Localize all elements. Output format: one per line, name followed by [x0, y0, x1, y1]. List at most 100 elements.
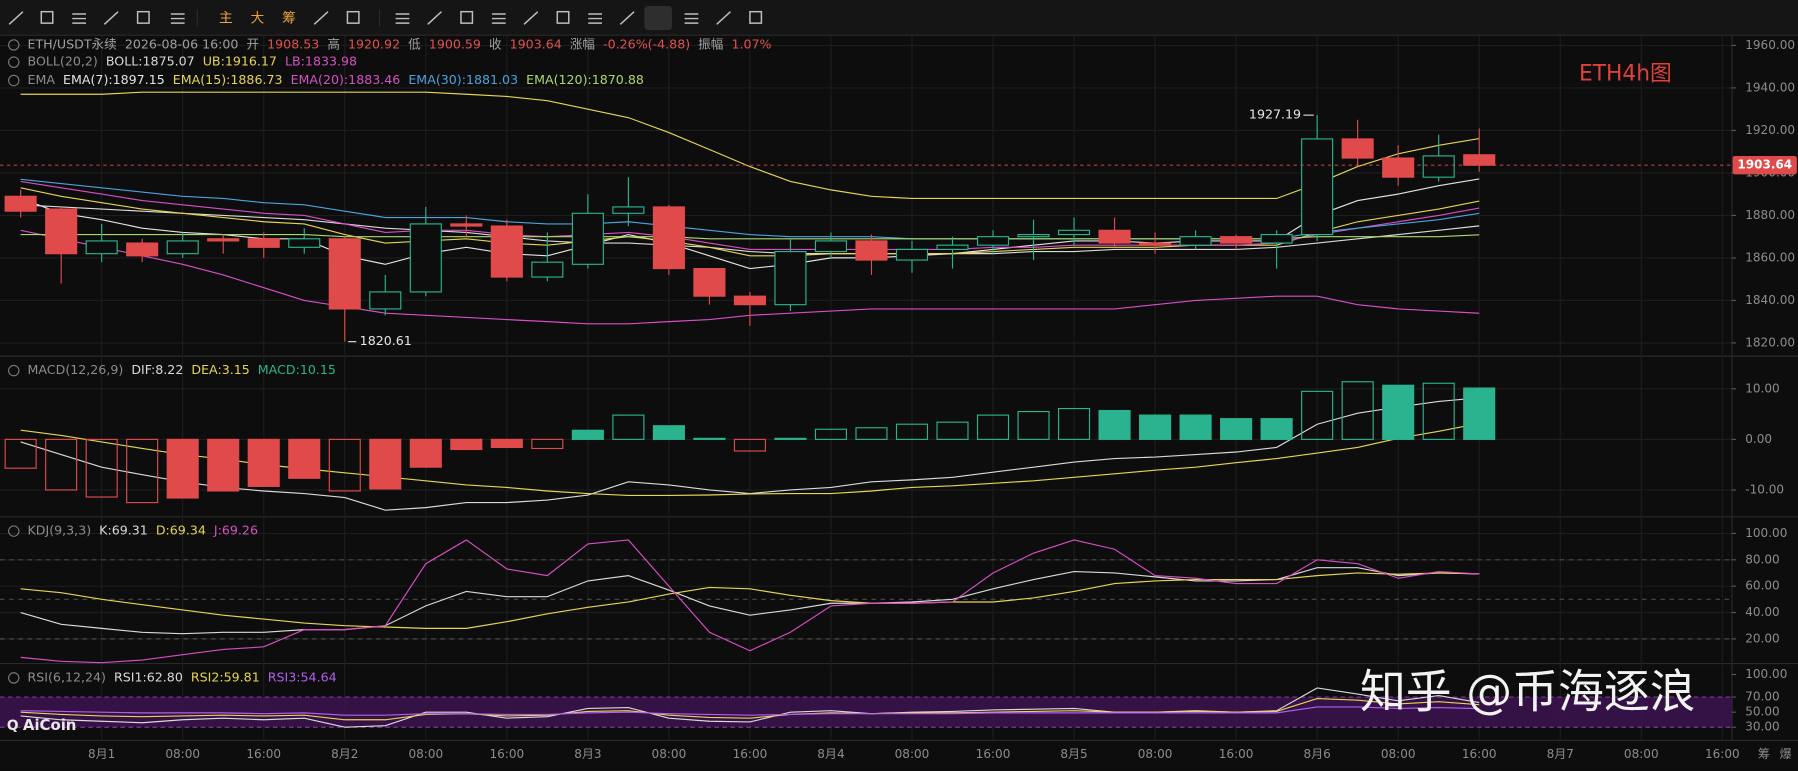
y-tick-label: 100.00 — [1745, 667, 1787, 681]
tool-icon[interactable] — [313, 11, 329, 25]
tool-icon[interactable] — [556, 10, 570, 24]
legend-item: RSI3:54.64 — [268, 669, 337, 684]
macd-bar — [1179, 414, 1212, 440]
x-tick-label: 8月7 — [1547, 747, 1574, 761]
candle-body — [1463, 154, 1496, 166]
candle-body — [166, 240, 199, 255]
legend-icon[interactable] — [8, 525, 20, 537]
tool-icon[interactable] — [684, 13, 699, 24]
legend-item: 1920.92 — [348, 36, 400, 51]
y-tick-label: -10.00 — [1745, 482, 1784, 496]
macd-bar — [1301, 390, 1334, 440]
macd-bar — [1463, 387, 1496, 440]
candle-body — [328, 238, 361, 310]
legend-item: RSI2:59.81 — [191, 669, 260, 684]
x-tick-label: 16:00 — [489, 747, 524, 761]
candle-body — [1057, 229, 1091, 236]
macd-bar — [612, 414, 645, 440]
legend-item: EMA(7):1897.15 — [63, 72, 165, 87]
footer-label[interactable]: 筹 — [1758, 747, 1770, 761]
candle-body — [450, 223, 483, 227]
y-tick-label: 1920.00 — [1745, 123, 1795, 137]
macd-bar — [45, 438, 78, 491]
macd-bar — [4, 438, 37, 469]
legend-item: EMA — [28, 72, 56, 87]
tool-icon[interactable] — [395, 13, 410, 24]
macd-bar — [774, 437, 807, 440]
legend-icon[interactable] — [8, 364, 20, 377]
tool-label[interactable]: 筹 — [282, 10, 296, 27]
macd-bar — [166, 438, 199, 499]
tool-icon[interactable] — [136, 10, 150, 24]
legend-item: UB:1916.17 — [203, 54, 277, 69]
candle-body — [1017, 233, 1050, 238]
legend-item: 收 — [489, 36, 502, 51]
legend-item: DEA:3.15 — [191, 362, 249, 377]
macd-bar — [1382, 384, 1415, 440]
high-label: 1927.19 — [1249, 107, 1301, 122]
x-tick-label: 08:00 — [1381, 747, 1416, 761]
legend-item: 1900.59 — [429, 36, 481, 51]
footer-label[interactable]: 爆 — [1780, 747, 1792, 761]
legend-item: 2026-08-06 16:00 — [125, 36, 239, 51]
tool-icon[interactable] — [40, 10, 54, 24]
x-tick-label: 08:00 — [895, 747, 930, 761]
macd-bar — [288, 438, 321, 479]
tool-icon[interactable] — [170, 13, 185, 24]
candle-body — [1260, 233, 1293, 244]
tool-icon[interactable] — [103, 11, 119, 25]
legend-icon[interactable] — [8, 56, 20, 68]
tool-icon[interactable] — [749, 10, 763, 24]
legend-item: 高 — [327, 36, 340, 51]
legend-item: BOLL(20,2) — [28, 54, 98, 69]
legend-item: 振幅 — [698, 36, 723, 51]
tool-icon[interactable] — [8, 11, 24, 25]
tool-label[interactable]: 大 — [251, 11, 265, 27]
tool-icon[interactable] — [716, 11, 731, 25]
legend-item: D:69.34 — [156, 523, 206, 538]
legend-icon[interactable] — [8, 672, 20, 684]
macd-bar — [328, 438, 361, 492]
y-tick-label: 70.00 — [1745, 690, 1779, 704]
tool-icon[interactable] — [72, 13, 87, 24]
macd-bar — [490, 438, 523, 449]
tool-active[interactable] — [644, 5, 672, 31]
macd-bar — [409, 438, 442, 468]
candle-body — [1220, 236, 1253, 244]
tool-icon[interactable] — [588, 13, 603, 24]
macd-bar — [652, 425, 685, 440]
x-tick-label: 08:00 — [652, 747, 687, 761]
legend-item: EMA(120):1870.88 — [526, 72, 644, 87]
macd-bar — [733, 438, 766, 452]
tool-icon[interactable] — [619, 11, 635, 25]
x-tick-label: 8月4 — [817, 747, 844, 761]
tool-icon[interactable] — [427, 11, 442, 25]
x-tick-label: 08:00 — [165, 747, 200, 761]
legend-item: ETH/USDT永续 — [28, 36, 118, 51]
legend-item: MACD(12,26,9) — [28, 362, 124, 377]
legend-icon[interactable] — [8, 74, 20, 87]
tool-label[interactable]: 主 — [219, 11, 233, 27]
indicator-line — [20, 91, 1480, 200]
macd-bar — [126, 438, 159, 504]
price-tag — [1732, 156, 1797, 175]
candle-body — [976, 236, 1010, 246]
candle-body — [733, 295, 766, 306]
macd-bar — [450, 438, 483, 451]
tool-icon[interactable] — [523, 11, 539, 25]
legend-item: MACD:10.15 — [258, 362, 336, 377]
x-tick-label: 8月3 — [574, 747, 601, 761]
tool-icon[interactable] — [491, 13, 506, 24]
tool-icon[interactable] — [460, 10, 474, 24]
tool-icon[interactable] — [346, 10, 360, 24]
candle-body — [369, 291, 402, 310]
legend-icon[interactable] — [8, 39, 20, 51]
legend-item: DIF:8.22 — [131, 362, 183, 377]
note-label: ETH4h图 — [1579, 62, 1672, 87]
macd-bar — [976, 414, 1010, 440]
macd-bar — [571, 429, 604, 440]
candle-body — [895, 248, 929, 261]
legend-item: 1.07% — [731, 36, 771, 51]
macd-bar — [531, 438, 564, 450]
candle-body — [247, 238, 280, 248]
